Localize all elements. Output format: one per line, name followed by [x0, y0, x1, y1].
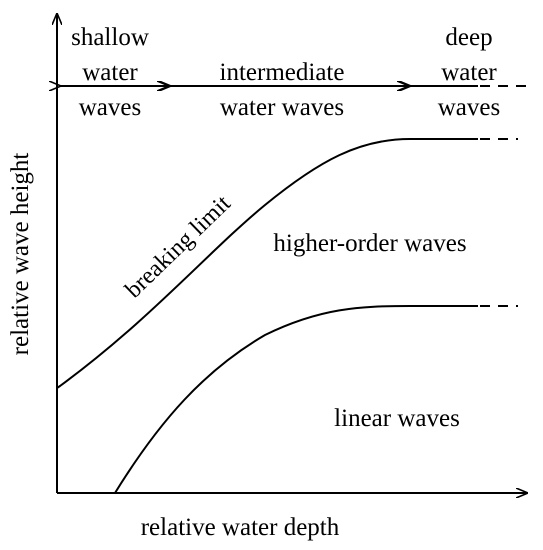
zone-deep-line-1: deep	[445, 24, 492, 51]
zone-deep-line-2: water	[441, 59, 497, 86]
linear-limit-curve	[114, 305, 478, 494]
x-axis-label: relative water depth	[141, 514, 340, 541]
zone-deep-line-3: waves	[438, 94, 500, 121]
zone-shallow-line-2: water	[82, 59, 138, 86]
breaking-limit-curve	[56, 138, 478, 389]
y-axis-label: relative wave height	[7, 153, 34, 356]
zone-intermediate-line-2: water waves	[220, 94, 344, 121]
zone-intermediate-line-1: intermediate	[220, 59, 345, 86]
zone-shallow-line-3: waves	[79, 94, 141, 121]
zone-shallow-line-1: shallow	[71, 24, 149, 51]
region-higher-order-label: higher-order waves	[273, 230, 466, 257]
region-linear-label: linear waves	[334, 405, 460, 432]
